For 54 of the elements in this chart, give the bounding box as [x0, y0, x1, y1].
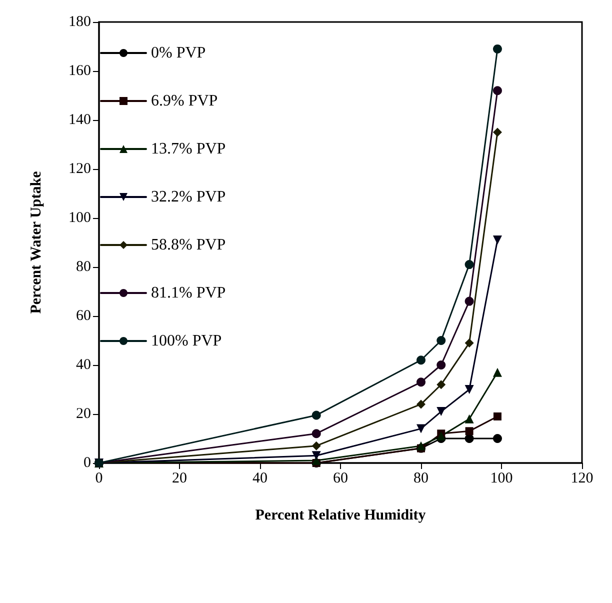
y-tick-label: 180	[68, 14, 91, 30]
x-axis-title: Percent Relative Humidity	[255, 508, 426, 524]
x-tick-label: 100	[490, 470, 513, 486]
y-tick-label: 160	[68, 63, 91, 79]
point	[312, 429, 321, 438]
point	[492, 434, 502, 443]
point	[492, 44, 502, 54]
y-tick-label: 140	[68, 112, 91, 128]
point	[436, 407, 446, 416]
y-tick-label: 80	[76, 259, 91, 275]
y-tick-label: 20	[76, 406, 91, 422]
y-tick-label: 60	[76, 308, 91, 324]
point	[464, 385, 474, 394]
point	[492, 368, 502, 377]
point	[492, 128, 502, 137]
x-tick-label: 40	[252, 470, 268, 486]
legend-label: 58.8% PVP	[151, 236, 226, 254]
legend-label: 13.7% PVP	[151, 140, 226, 158]
point	[493, 412, 502, 420]
legend-label: 0% PVP	[151, 44, 206, 62]
point	[464, 414, 474, 424]
x-tick-label: 20	[172, 470, 187, 486]
y-axis-title: Percent Water Uptake	[28, 170, 44, 314]
legend-label: 100% PVP	[151, 332, 222, 350]
point	[416, 356, 426, 365]
legend-label: 6.9% PVP	[151, 92, 218, 110]
x-tick-label: 0	[95, 470, 103, 486]
point	[492, 86, 502, 96]
point	[312, 410, 321, 420]
point	[436, 336, 446, 345]
y-tick-label: 120	[68, 161, 91, 177]
point	[312, 441, 321, 450]
point	[436, 380, 446, 390]
point	[464, 338, 474, 348]
y-tick-label: 40	[76, 357, 91, 373]
point	[492, 236, 502, 245]
legend-label: 81.1% PVP	[151, 284, 226, 302]
point	[416, 378, 426, 387]
x-tick-label: 60	[333, 470, 348, 486]
point	[464, 434, 474, 443]
point	[464, 296, 474, 306]
x-tick-label: 80	[414, 470, 428, 486]
point	[464, 260, 474, 270]
point	[416, 441, 426, 450]
y-tick-label: 100	[68, 210, 91, 226]
point	[416, 424, 426, 434]
point	[312, 451, 321, 460]
y-tick-label: 0	[84, 455, 91, 471]
point	[436, 432, 446, 441]
point	[416, 400, 426, 409]
point	[465, 427, 474, 436]
point	[436, 360, 446, 370]
legend-label: 32.2% PVP	[151, 188, 226, 206]
x-tick-label: 120	[570, 470, 594, 486]
